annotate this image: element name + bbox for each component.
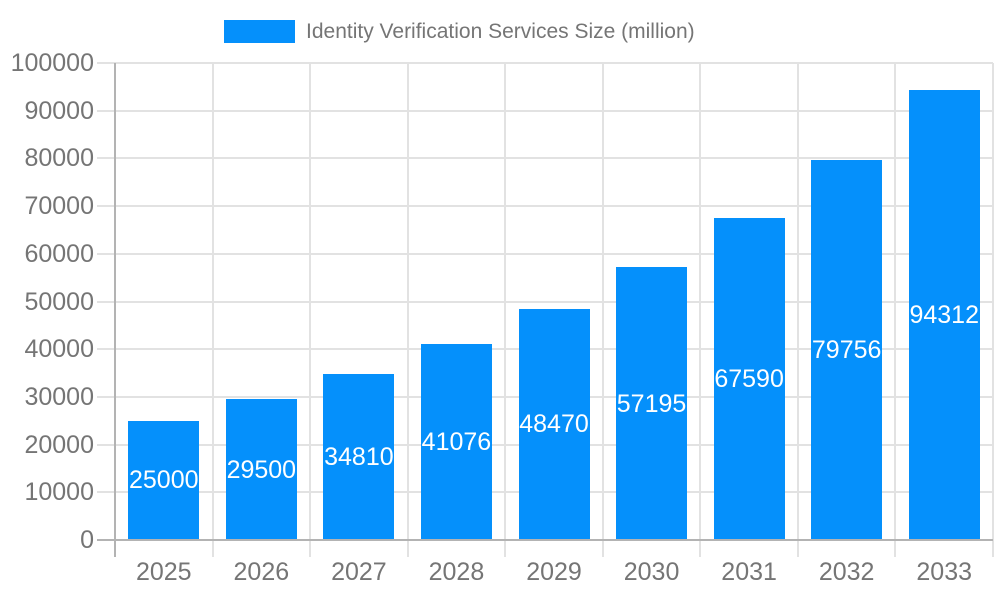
bar-2028 bbox=[420, 344, 492, 540]
x-axis-tick-label: 2025 bbox=[135, 558, 192, 586]
y-axis-tick-label: 90000 bbox=[24, 96, 94, 125]
y-gridline bbox=[97, 109, 993, 112]
x-axis-tick-label: 2029 bbox=[526, 558, 582, 586]
bar-2030 bbox=[616, 267, 688, 540]
x-gridline bbox=[504, 63, 507, 557]
x-axis-tick-label: 2027 bbox=[331, 558, 387, 586]
bar-value-label: 94312 bbox=[909, 301, 979, 330]
x-gridline bbox=[894, 63, 897, 557]
bar-2029 bbox=[518, 308, 590, 540]
y-axis-tick-label: 30000 bbox=[24, 382, 94, 411]
bar-2026 bbox=[225, 399, 297, 540]
y-axis-tick-label: 50000 bbox=[24, 287, 94, 316]
x-gridline bbox=[601, 63, 604, 557]
x-gridline bbox=[406, 63, 409, 557]
x-gridline bbox=[992, 63, 994, 557]
bar-2027 bbox=[323, 373, 395, 540]
bar-value-label: 34810 bbox=[324, 442, 394, 471]
x-gridline bbox=[796, 63, 799, 557]
bar-value-label: 67590 bbox=[714, 364, 784, 393]
x-axis-tick-label: 2032 bbox=[818, 558, 875, 586]
bar-value-label: 48470 bbox=[519, 410, 589, 439]
y-axis-line bbox=[114, 63, 116, 557]
bar-value-label: 25000 bbox=[129, 466, 199, 495]
legend-label: Identity Verification Services Size (mil… bbox=[306, 20, 695, 43]
y-gridline bbox=[97, 252, 993, 255]
bar-value-label: 29500 bbox=[226, 455, 297, 484]
y-axis-tick-label: 20000 bbox=[24, 430, 94, 459]
x-gridline bbox=[309, 63, 312, 557]
x-axis-line bbox=[97, 539, 993, 541]
bar-value-label: 57195 bbox=[616, 389, 687, 418]
y-axis-tick-label: 80000 bbox=[24, 144, 94, 173]
bar-value-label: 79756 bbox=[811, 335, 882, 364]
x-axis-tick-label: 2028 bbox=[428, 558, 485, 586]
y-axis-tick-label: 60000 bbox=[24, 239, 94, 268]
x-axis-tick-label: 2026 bbox=[233, 558, 290, 586]
y-axis-tick-label: 10000 bbox=[24, 478, 94, 507]
y-gridline bbox=[97, 62, 993, 64]
y-gridline bbox=[97, 157, 993, 160]
bar-2025 bbox=[128, 420, 200, 540]
y-axis-tick-label: 40000 bbox=[24, 335, 94, 364]
y-axis-tick-label: 0 bbox=[80, 526, 94, 554]
plot-area: 0 10000 20000 30000 40000 50000 60000 70000 8000… bbox=[11, 49, 994, 586]
bar-2033 bbox=[908, 90, 980, 540]
x-axis-tick-label: 2033 bbox=[916, 558, 973, 586]
y-axis-tick-label: 70000 bbox=[24, 192, 94, 221]
legend-item[interactable]: Identity Verification Services Size (mil… bbox=[224, 20, 695, 43]
x-gridline bbox=[211, 63, 214, 557]
y-gridline bbox=[97, 205, 993, 208]
x-axis-tick-label: 2031 bbox=[721, 558, 777, 586]
x-axis-tick-label: 2030 bbox=[623, 558, 680, 586]
bar-value-label: 41076 bbox=[421, 428, 492, 457]
y-axis-tick-label: 100000 bbox=[10, 49, 94, 77]
x-gridline bbox=[699, 63, 702, 557]
legend-swatch-icon bbox=[224, 20, 295, 43]
bar-2032 bbox=[811, 159, 883, 540]
bar-2031 bbox=[713, 217, 785, 540]
y-gridline bbox=[97, 300, 993, 303]
